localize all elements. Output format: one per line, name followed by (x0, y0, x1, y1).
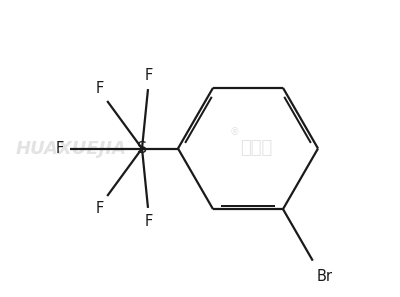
Text: 化学加: 化学加 (240, 140, 272, 157)
Text: Br: Br (317, 269, 333, 284)
Text: F: F (144, 68, 153, 83)
Text: F: F (144, 214, 153, 229)
Text: F: F (96, 201, 104, 216)
Text: HUAXUEJIA: HUAXUEJIA (16, 140, 127, 157)
Text: F: F (56, 141, 64, 156)
Text: F: F (96, 81, 104, 96)
Text: ®: ® (230, 127, 240, 137)
Text: S: S (137, 141, 147, 156)
